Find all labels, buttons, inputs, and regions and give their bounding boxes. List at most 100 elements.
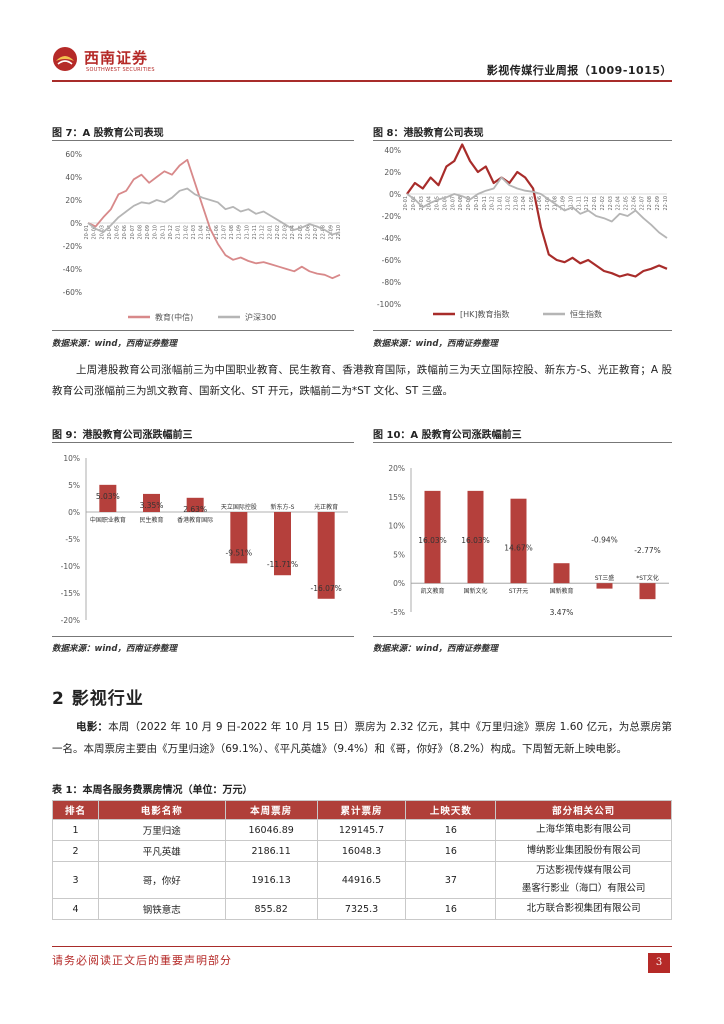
figure-8-top-rule	[373, 140, 672, 141]
table-row: 4 钢铁意志 855.82 7325.3 16 北方联合影视集团有限公司	[52, 898, 672, 920]
y-tick-label: -40%	[382, 234, 401, 243]
figure-9-bar-chart: 10% 5% 0% -5% -10% -15% -20% 5.03% 中国职业教育 3.35% 民生…	[61, 454, 348, 625]
category-label: *ST文化	[636, 574, 658, 582]
legend-label: [HK]教育指数	[460, 309, 510, 319]
box-office-table: 排名 电影名称 本周票房 累计票房 上映天数 部分相关公司 1 万里归途 160…	[52, 800, 672, 920]
figure-8-bottom-rule	[373, 330, 672, 331]
section-heading: 2 影视行业	[52, 689, 144, 709]
y-tick-label: -80%	[382, 278, 401, 287]
figure-7-top-rule	[52, 140, 354, 141]
rank-cell: 2	[52, 840, 99, 862]
legend-label: 恒生指数	[570, 309, 602, 319]
company-name: 万达影视传媒有限公司	[536, 865, 632, 876]
x-tick-label: 21-03	[191, 225, 197, 240]
company-logo-icon	[53, 47, 77, 71]
figure-7-source: 数据来源：wind，西南证券整理	[52, 339, 177, 349]
x-tick-label: 22-05	[298, 225, 304, 240]
x-tick-label: 21-09	[561, 196, 567, 211]
x-tick-label: 20-08	[137, 225, 143, 240]
x-tick-label: 20-01	[403, 196, 409, 211]
x-tick-label: 20-10	[153, 225, 159, 240]
company-cell: 博纳影业集团股份有限公司	[495, 840, 672, 862]
x-tick-label: 20-10	[474, 196, 480, 211]
x-tick-label: 22-09	[328, 225, 334, 240]
x-tick-label: 22-02	[275, 225, 281, 240]
data-label: -9.51%	[226, 548, 253, 557]
y-tick-label: -60%	[63, 288, 82, 297]
data-label: 3.35%	[140, 501, 164, 510]
days-cell: 16	[405, 840, 497, 862]
bar	[186, 497, 204, 512]
y-tick-label: -10%	[61, 562, 80, 571]
x-tick-label: 21-07	[545, 196, 551, 211]
table-header-cell: 本周票房	[224, 800, 318, 820]
week-box-cell: 2186.11	[224, 840, 318, 862]
table-row: 2 平凡英雄 2186.11 16048.3 16 博纳影业集团股份有限公司	[52, 840, 672, 862]
x-tick-label: 21-06	[537, 196, 543, 211]
rank-cell: 3	[52, 861, 99, 899]
category-label: ST开元	[509, 588, 528, 595]
bar	[230, 512, 248, 564]
x-tick-label: 22-04	[616, 196, 622, 211]
series-line-2	[87, 187, 341, 236]
company-cell: 上海华策电影有限公司	[495, 819, 672, 841]
figure-8-title: 图 8：港股教育公司表现	[373, 128, 484, 139]
y-tick-label: -20%	[61, 616, 80, 625]
x-tick-label: 20-06	[122, 225, 128, 240]
x-tick-label: 21-07	[221, 225, 227, 240]
x-tick-label: 21-08	[229, 225, 235, 240]
data-label: 3.47%	[550, 608, 574, 617]
figure-10-title: 图 10：A 股教育公司涨跌幅前三	[373, 430, 522, 441]
y-tick-label: 40%	[65, 173, 82, 182]
x-tick-label: 20-07	[130, 225, 136, 240]
y-tick-label: 60%	[65, 150, 82, 159]
y-tick-label: 20%	[388, 464, 405, 473]
week-box-cell: 16046.89	[224, 819, 318, 841]
total-box-cell: 44916.5	[316, 861, 407, 899]
category-label: ST三盛	[595, 574, 614, 582]
y-tick-label: 15%	[388, 493, 405, 502]
x-tick-label: 21-04	[521, 196, 527, 211]
series-line-1	[87, 158, 341, 280]
x-tick-label: 22-05	[624, 196, 630, 211]
bar	[510, 498, 527, 584]
bar	[274, 512, 291, 576]
y-tick-label: 10%	[388, 522, 405, 531]
x-tick-label: 21-10	[244, 225, 250, 240]
footer-disclaimer: 请务必阅读正文后的重要声明部分	[52, 954, 232, 967]
x-tick-label: 20-04	[107, 225, 113, 240]
y-tick-label: 5%	[393, 550, 405, 559]
header-divider	[52, 80, 672, 82]
y-tick-label: 5%	[68, 481, 80, 490]
film-summary-paragraph: 电影：本周（2022 年 10 月 9 日-2022 年 10 月 15 日）票…	[52, 716, 672, 760]
x-tick-label: 22-07	[639, 196, 645, 211]
y-tick-label: 20%	[65, 196, 82, 205]
company-name: 墨客行影业（海口）有限公司	[521, 883, 646, 894]
x-tick-label: 21-11	[252, 225, 258, 240]
figure-9-bottom-rule	[52, 636, 354, 637]
category-label: 天立国际控股	[221, 503, 257, 511]
y-tick-label: 10%	[63, 454, 80, 463]
film-summary-text: 本周（2022 年 10 月 9 日-2022 年 10 月 15 日）票房为 …	[52, 721, 673, 755]
x-tick-label: 20-08	[458, 196, 464, 211]
x-tick-label: 22-06	[631, 196, 637, 211]
x-tick-label: 21-10	[568, 196, 574, 211]
figure-9-top-rule	[52, 442, 354, 443]
x-tick-label: 22-01	[267, 225, 273, 240]
x-tick-label: 22-10	[663, 196, 669, 211]
category-label: 国新文化	[463, 587, 487, 595]
y-tick-label: -20%	[382, 212, 401, 221]
bar	[143, 493, 160, 512]
bar	[553, 563, 570, 584]
category-label: 香港教育国际	[177, 516, 213, 524]
figure-9-title: 图 9：港股教育公司涨跌幅前三	[52, 430, 193, 441]
rank-cell: 4	[52, 898, 99, 920]
figure-10-bar-chart: 20% 15% 10% 5% 0% -5% 16.03% 凯文教育 16.03% 国新文化 14.6…	[388, 464, 669, 617]
data-label: -16.07%	[311, 584, 342, 593]
x-tick-label: 20-12	[168, 225, 174, 240]
x-tick-label: 20-02	[92, 225, 98, 240]
x-tick-label: 20-05	[115, 225, 121, 240]
week-box-cell: 1916.13	[224, 861, 318, 899]
x-tick-label: 21-11	[576, 196, 582, 211]
table-header-row: 排名 电影名称 本周票房 累计票房 上映天数 部分相关公司	[52, 800, 672, 820]
